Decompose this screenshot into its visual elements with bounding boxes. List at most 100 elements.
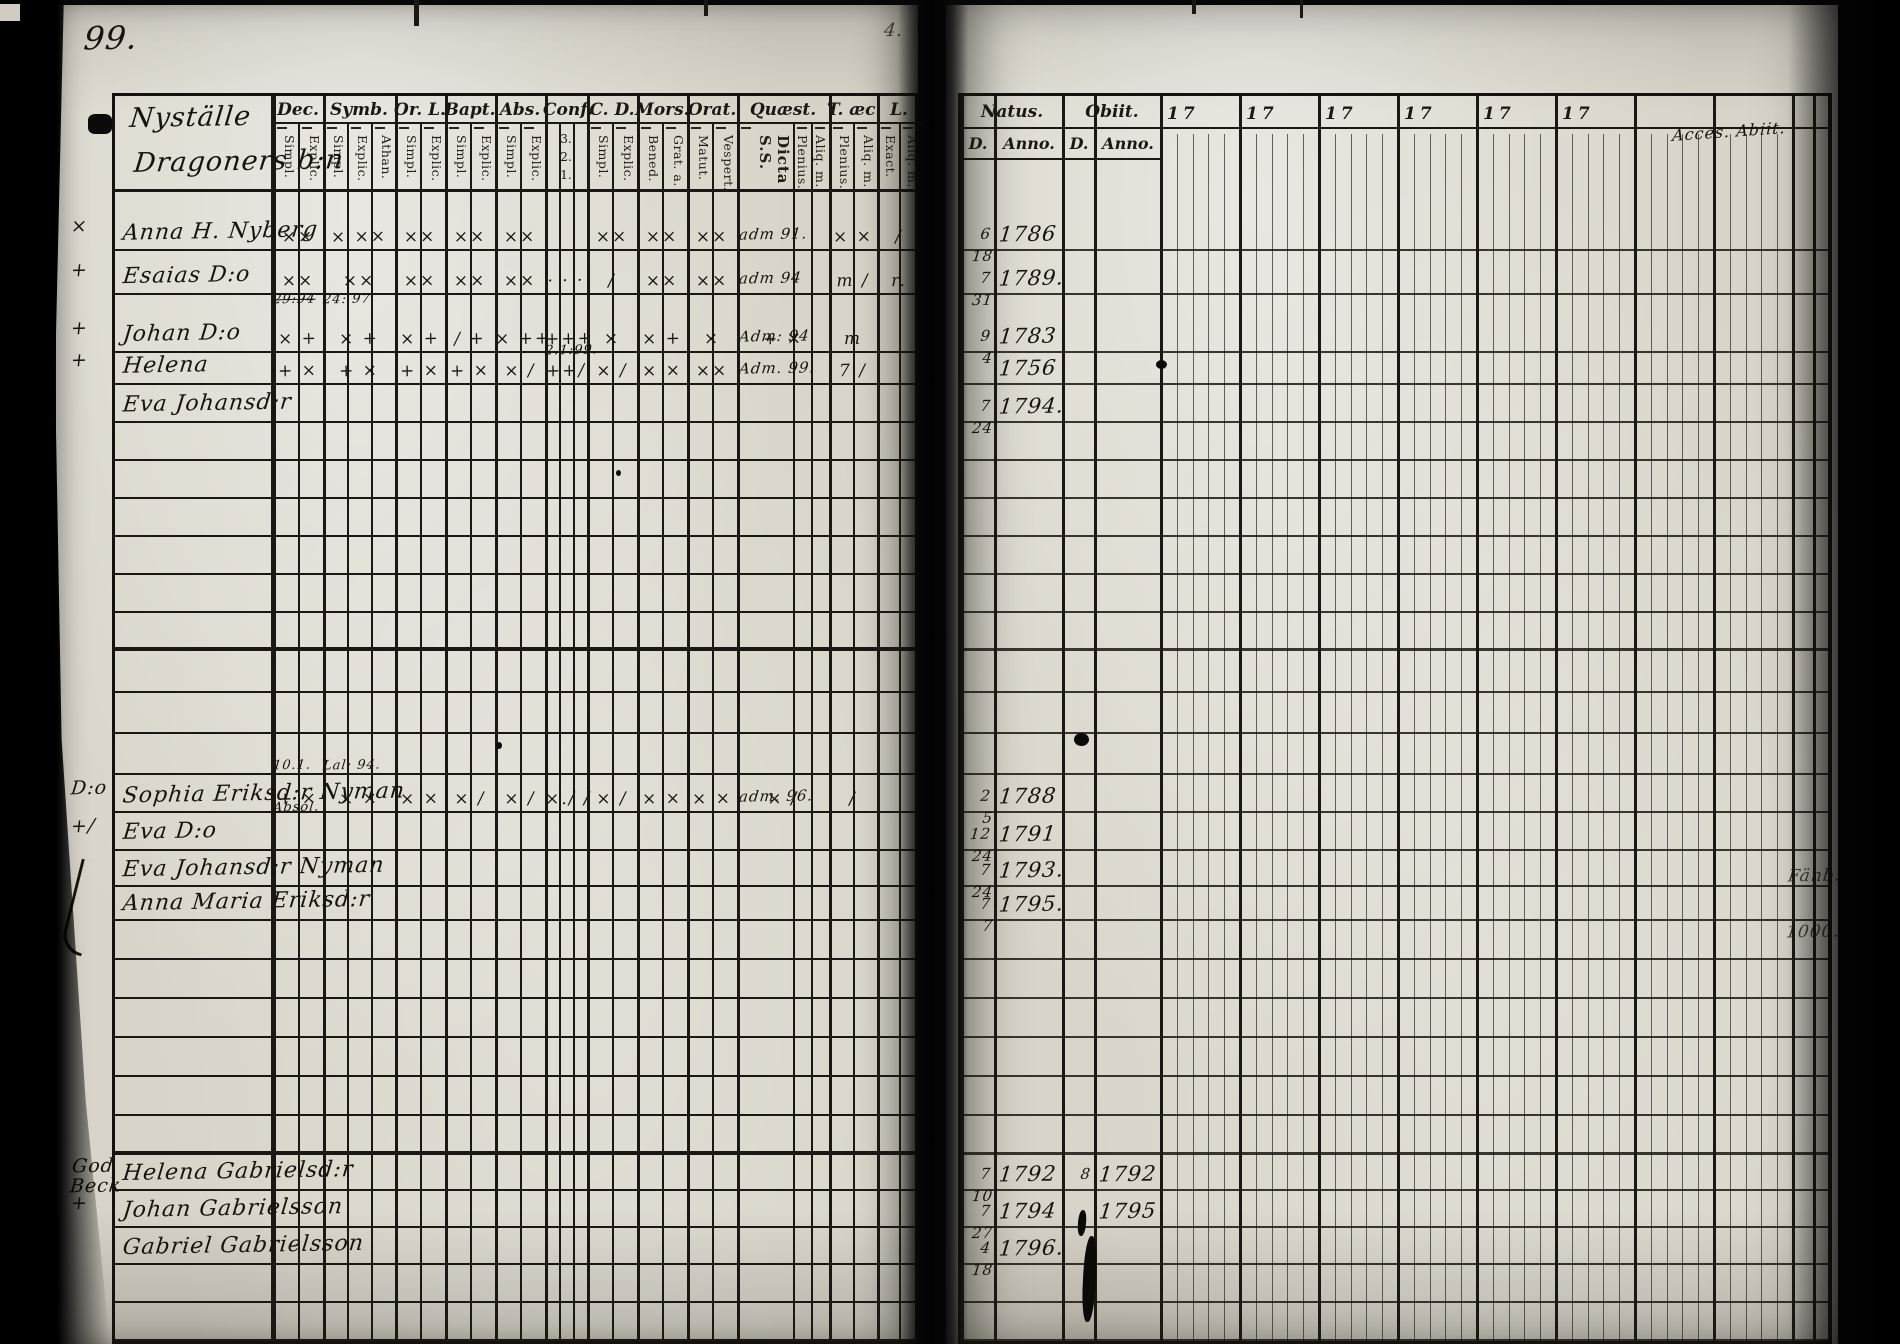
- resident-name: Eva Johansd:r Nyman: [121, 852, 386, 883]
- row-line: [961, 1226, 1829, 1228]
- exam-marks: ×./ /: [544, 788, 592, 810]
- exam-marks: × +: [641, 328, 683, 350]
- exam-marks: × ++: [494, 328, 552, 350]
- row-line: [961, 811, 1829, 813]
- admission-note: adm. 96.: [738, 786, 815, 806]
- year-header: 17: [1325, 104, 1357, 124]
- grid-vline-faint: [1666, 134, 1668, 1341]
- year-header: 17: [1246, 104, 1278, 124]
- row-line: [961, 1114, 1829, 1116]
- obiit-year: 1795: [1097, 1198, 1158, 1224]
- subcolumn-dash: [499, 127, 509, 129]
- resident-name: Esaias D:o: [121, 261, 252, 290]
- small-note: Absol.: [272, 799, 321, 816]
- grid-vline-faint: [1492, 134, 1494, 1341]
- subcolumn-header: Simpl.: [404, 135, 419, 179]
- exam-marks: ×: [703, 328, 721, 350]
- grid-vline: [1160, 96, 1163, 1341]
- grid-vline: [1397, 96, 1400, 1341]
- exam-marks: ××: [281, 270, 315, 292]
- resident-name: Helena Gabrielsd:r: [121, 1156, 355, 1187]
- row-line: [961, 1263, 1829, 1265]
- grid-vline-faint: [1382, 134, 1384, 1341]
- subcolumn-dash: [351, 127, 361, 129]
- natus-year: 1783: [997, 323, 1058, 349]
- grid-vline-faint: [1761, 134, 1763, 1341]
- exam-marks: + ×: [399, 360, 441, 382]
- ink-blot: [1156, 360, 1167, 369]
- row-line: [115, 958, 915, 960]
- exam-marks: · · ·: [547, 270, 585, 292]
- grid-vline-faint: [1571, 134, 1573, 1341]
- grid-vline: [273, 96, 276, 1341]
- grid-vline-faint: [1334, 134, 1336, 1341]
- subcolumn-dash: [449, 127, 459, 129]
- exam-marks: × ×: [832, 226, 874, 248]
- film-tick: [1300, 0, 1303, 18]
- grid-vline-faint: [1350, 134, 1352, 1341]
- row-line: [961, 1036, 1829, 1038]
- natus-month: 18: [971, 246, 995, 266]
- exam-marks: ××: [503, 226, 537, 248]
- subcolumn-dash: [327, 127, 337, 129]
- column-header-stack: 3. 2. 1.: [560, 132, 572, 182]
- subcolumn-header: Explic.: [307, 135, 322, 182]
- row-line: [115, 497, 915, 499]
- exam-marks: / +: [454, 328, 486, 350]
- row-line: [961, 1152, 1829, 1155]
- row-line: [961, 383, 1829, 385]
- small-note: 10.1.: [272, 757, 312, 774]
- column-header: Conf.: [543, 98, 593, 124]
- subcolumn-dash: [474, 127, 484, 129]
- ink-blot: [616, 470, 621, 476]
- row-line: [961, 497, 1829, 499]
- grid-vline: [994, 96, 997, 1341]
- exam-marks: × ×: [399, 788, 441, 810]
- natus-month: 31: [971, 290, 995, 310]
- row-line: [961, 885, 1829, 887]
- row-line: [961, 691, 1829, 693]
- row-line: [961, 351, 1829, 353]
- exam-marks: ××: [281, 226, 315, 248]
- subcolumn-dash: [591, 127, 601, 129]
- ink-blot: [1074, 733, 1089, 746]
- natus-day: 7: [979, 1201, 993, 1220]
- subcolumn-dash: [833, 127, 843, 129]
- subcolumn-header: Explic.: [529, 135, 544, 182]
- grid-vline: [637, 96, 640, 1341]
- exam-marks: × +: [277, 328, 319, 350]
- exam-marks: ××: [695, 360, 729, 382]
- header-line: [961, 158, 1161, 160]
- row-line: [115, 849, 915, 851]
- grid-vline: [1094, 96, 1097, 1341]
- natus-day: 12: [969, 824, 993, 844]
- film-tick: [704, 0, 708, 16]
- grid-vline-faint: [1413, 134, 1415, 1341]
- subcolumn-header: Plenius.: [837, 135, 852, 190]
- natus-year: 1789.: [997, 265, 1066, 291]
- film-tick: [1192, 0, 1196, 14]
- subcolumn-dash: [524, 127, 534, 129]
- row-line: [115, 773, 915, 775]
- subcolumn-header: Simpl.: [596, 135, 611, 179]
- obiit-header: Obiit.: [1085, 102, 1139, 122]
- year-header: 17: [1483, 104, 1515, 124]
- row-line: [115, 1036, 915, 1038]
- exam-marks: × /: [596, 788, 628, 810]
- resident-name: Anna Maria Eriksd:r: [121, 886, 372, 917]
- row-line: [961, 919, 1829, 921]
- grid-vline: [587, 96, 590, 1341]
- row-line: [961, 459, 1829, 461]
- row-line: [115, 1114, 915, 1116]
- column-header: Symb.: [321, 98, 397, 124]
- row-line: [115, 293, 915, 295]
- row-line: [115, 885, 915, 887]
- column-header: Dec.: [271, 98, 325, 124]
- natus-day: 2: [979, 786, 993, 805]
- exam-marks: r.: [890, 270, 908, 292]
- natus-day: 7: [979, 860, 993, 879]
- margin-mark: +: [69, 259, 90, 282]
- grid-vline-faint: [1745, 134, 1747, 1341]
- grid-vline: [877, 96, 880, 1341]
- row-line: [961, 573, 1829, 575]
